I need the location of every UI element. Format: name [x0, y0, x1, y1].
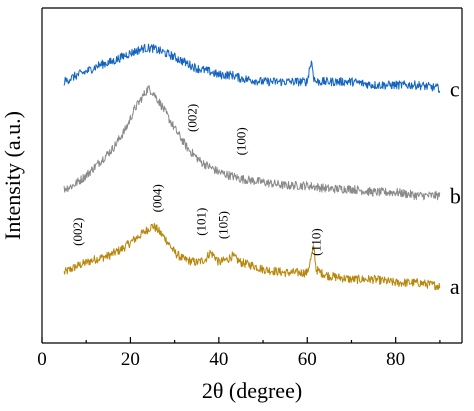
y-axis-title: Intensity (a.u.) — [0, 111, 25, 240]
x-tick-label-80: 80 — [386, 349, 405, 370]
series-a-line — [63, 222, 441, 291]
peak-label-3: (105) — [216, 211, 231, 239]
x-tick-label-40: 40 — [209, 349, 228, 370]
peak-label-4: (110) — [309, 228, 324, 256]
x-ticks: 0 20 40 60 80 — [37, 337, 441, 370]
x-axis-title: 2θ (degree) — [202, 378, 302, 403]
peak-annotations: (002) (004) (101) (105) (110) (002) (100) — [70, 104, 324, 256]
series-labels: a b c — [450, 76, 461, 299]
x-tick-label-0: 0 — [37, 349, 47, 370]
series-b-line — [63, 84, 441, 201]
peak-label-2: (101) — [194, 208, 209, 236]
peak-label-0: (002) — [70, 218, 85, 246]
series-label-a: a — [450, 274, 460, 299]
series-label-c: c — [450, 76, 460, 101]
series-label-b: b — [450, 184, 461, 209]
plot-frame — [41, 7, 463, 344]
x-tick-label-60: 60 — [298, 349, 317, 370]
peak-label-5: (002) — [185, 104, 200, 132]
peak-label-1: (004) — [149, 184, 164, 212]
peak-label-6: (100) — [233, 127, 248, 155]
series-c-line — [63, 43, 441, 94]
x-tick-label-20: 20 — [121, 349, 140, 370]
series-group — [63, 43, 441, 291]
